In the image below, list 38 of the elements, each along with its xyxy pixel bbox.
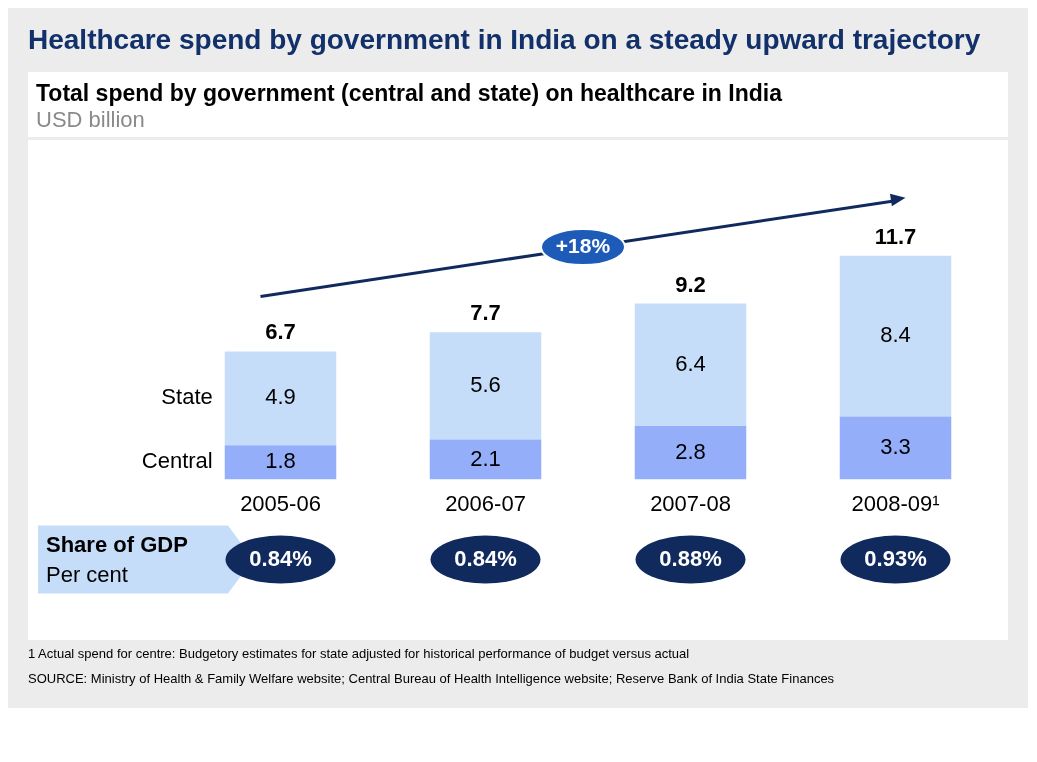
- text: Share of GDP: [46, 531, 188, 557]
- data-label: 4.9: [265, 384, 296, 410]
- source-note: SOURCE: Ministry of Health & Family Welfare website; Central Bureau of Health Intelligence website; Reserve Bank of India State Finances: [28, 671, 836, 686]
- text: 1 Actual spend for centre: Budgetory estimates for state adjusted for historical performance of budget versus actual: [28, 646, 691, 661]
- data-label: 2.1: [470, 445, 501, 471]
- x-tick-label: 2008-09¹: [851, 490, 940, 516]
- text: 0.93%: [864, 545, 927, 571]
- bar: [634, 426, 747, 480]
- bar: [224, 445, 337, 480]
- x-tick-label: 2005-06: [240, 490, 321, 516]
- bar: [429, 439, 542, 480]
- chart-title: Healthcare spend by government in India on a steady upward trajectory: [27, 23, 982, 57]
- bar: [224, 351, 337, 446]
- text: 0.84%: [454, 545, 517, 571]
- data-label: 1.8: [265, 448, 296, 474]
- annotation: +18%: [555, 233, 611, 257]
- bar: [839, 255, 952, 417]
- text: Per cent: [46, 561, 128, 587]
- data-label: 8.4: [880, 322, 911, 348]
- text: 0.88%: [659, 545, 722, 571]
- total-label: 11.7: [874, 223, 917, 249]
- data-label: 2.8: [675, 438, 706, 464]
- series-label: State: [161, 384, 213, 410]
- bar: [839, 416, 952, 480]
- data-label: 3.3: [880, 434, 911, 460]
- text: USD billion: [36, 107, 146, 133]
- x-tick-label: 2006-07: [445, 490, 526, 516]
- bar: [429, 332, 542, 440]
- data-label: 5.6: [470, 371, 501, 397]
- total-label: 6.7: [265, 319, 296, 345]
- total-label: 7.7: [470, 300, 501, 326]
- bar: [634, 303, 747, 427]
- text: 0.84%: [249, 545, 312, 571]
- total-label: 9.2: [675, 271, 706, 297]
- data-label: 6.4: [675, 350, 706, 376]
- x-tick-label: 2007-08: [650, 490, 731, 516]
- series-label: Central: [141, 448, 213, 474]
- chart-subtitle: Total spend by government (central and state) on healthcare in India: [36, 80, 784, 107]
